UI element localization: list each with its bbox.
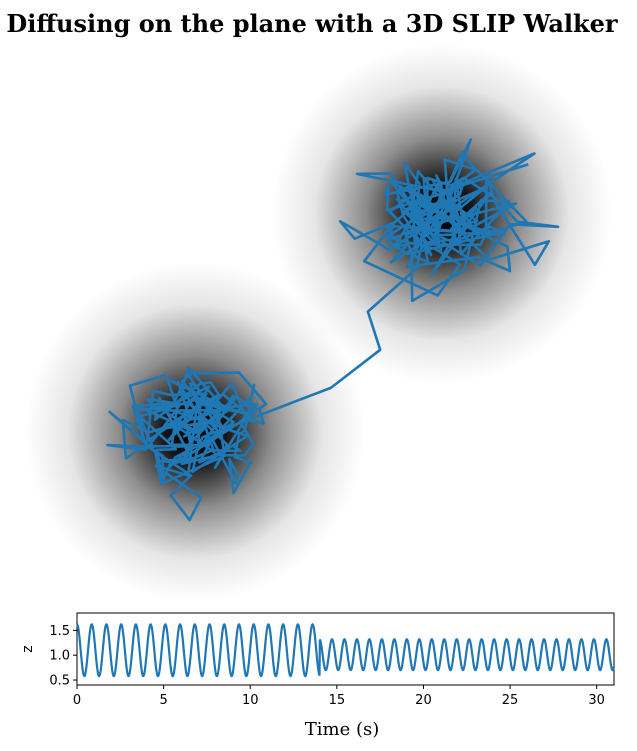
x-tick-label: 30 <box>588 693 605 708</box>
y-tick-label: 0.5 <box>49 674 70 689</box>
x-tick-label: 10 <box>242 693 259 708</box>
x-axis-ticks: 0 5 10 15 20 25 30 <box>73 685 605 708</box>
z-series-line <box>76 623 616 678</box>
y-tick-label: 1.0 <box>49 649 70 664</box>
z-timeseries-plot: 0 5 10 15 20 25 30 0.5 1.0 1.5 z Time (s) <box>20 612 616 740</box>
x-tick-label: 5 <box>159 693 167 708</box>
trajectory-path <box>106 138 560 522</box>
x-tick-label: 20 <box>415 693 432 708</box>
y-tick-label: 1.5 <box>49 624 70 639</box>
plot-frame <box>76 612 615 686</box>
chart-title: Diffusing on the plane with a 3D SLIP Wa… <box>6 9 618 38</box>
y-axis-label: z <box>20 645 36 652</box>
x-axis-label: Time (s) <box>305 719 380 740</box>
x-tick-label: 15 <box>329 693 346 708</box>
y-axis-ticks: 0.5 1.0 1.5 <box>49 624 77 689</box>
x-tick-label: 0 <box>73 693 81 708</box>
heatmap-panel <box>10 43 627 602</box>
x-tick-label: 25 <box>502 693 519 708</box>
